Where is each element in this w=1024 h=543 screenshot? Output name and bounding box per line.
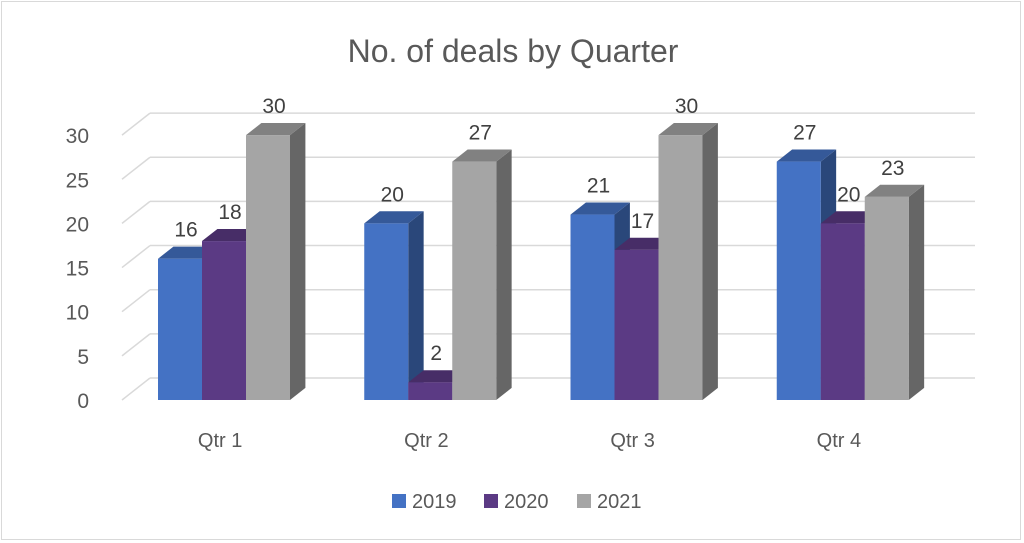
data-label: 17 xyxy=(631,210,654,233)
data-label: 20 xyxy=(837,183,860,206)
legend-label: 2020 xyxy=(504,491,549,513)
bar-2021-3 xyxy=(864,184,925,400)
bar-front xyxy=(202,241,246,400)
bar-top xyxy=(452,149,512,162)
chart-title: No. of deals by Quarter xyxy=(348,33,679,69)
y-tick-label: 10 xyxy=(66,302,89,325)
data-label: 18 xyxy=(218,201,241,224)
y-tick-label: 25 xyxy=(66,169,89,192)
bar-front xyxy=(776,161,821,400)
bar-front xyxy=(864,196,909,400)
x-axis-tick-labels: Qtr 1 Qtr 2 Qtr 3 Qtr 4 xyxy=(198,430,861,452)
bars xyxy=(158,123,925,400)
y-tick-label: 15 xyxy=(66,258,89,281)
bar-2021-2 xyxy=(658,123,718,400)
gridline-depth xyxy=(121,200,151,224)
data-label: 30 xyxy=(262,95,285,118)
bar-front xyxy=(408,382,453,400)
data-label: 2 xyxy=(430,342,442,365)
gridline-depth xyxy=(121,289,151,313)
bar-side xyxy=(496,149,512,400)
data-label: 30 xyxy=(675,95,698,118)
legend-label: 2019 xyxy=(412,491,457,513)
bar-front xyxy=(158,258,202,400)
x-tick-label: Qtr 1 xyxy=(198,430,242,452)
legend-swatch xyxy=(484,494,498,508)
gridline-depth xyxy=(121,244,151,269)
data-label: 27 xyxy=(793,121,816,144)
gridline-depth xyxy=(121,333,151,357)
bar-side xyxy=(408,211,424,400)
legend: 2019 2020 2021 xyxy=(392,491,642,513)
bar-front xyxy=(614,249,659,400)
x-tick-label: Qtr 4 xyxy=(817,430,861,452)
y-axis-tick-labels: 0 5 10 15 20 25 30 xyxy=(66,125,89,413)
bar-top xyxy=(776,149,837,162)
data-label: 27 xyxy=(469,121,492,144)
bar-2021-1 xyxy=(452,149,512,400)
bar-side xyxy=(702,123,718,400)
bar-2021-0 xyxy=(246,123,306,400)
legend-swatch xyxy=(392,494,406,508)
y-tick-label: 0 xyxy=(77,390,89,413)
y-tick-label: 20 xyxy=(66,213,89,236)
x-tick-label: Qtr 2 xyxy=(404,430,448,452)
data-label: 20 xyxy=(381,183,404,206)
bar-side xyxy=(908,184,925,400)
legend-label: 2021 xyxy=(597,491,642,513)
x-tick-label: Qtr 3 xyxy=(610,430,654,452)
legend-item-2021: 2021 xyxy=(577,491,642,513)
bar-top xyxy=(570,202,630,215)
y-tick-label: 5 xyxy=(77,346,89,369)
data-label: 16 xyxy=(174,219,197,242)
bar-front xyxy=(452,161,497,400)
data-label: 23 xyxy=(881,157,904,180)
bar-front xyxy=(658,135,703,400)
bar-front xyxy=(570,214,615,400)
bar-front xyxy=(364,223,409,400)
legend-swatch xyxy=(577,494,591,508)
data-labels: 16 18 30 20 2 27 21 17 30 27 20 23 xyxy=(174,95,904,365)
bar-front xyxy=(820,223,865,400)
y-tick-label: 30 xyxy=(66,125,89,148)
bar-side xyxy=(290,123,306,400)
bar-top xyxy=(864,184,925,197)
bar-top xyxy=(246,123,306,136)
bar-front xyxy=(246,135,290,400)
gridline-depth xyxy=(121,156,151,180)
bar-top xyxy=(658,123,718,136)
gridline-depth xyxy=(121,377,151,401)
data-label: 21 xyxy=(587,174,610,197)
gridline-depth xyxy=(121,112,151,136)
legend-item-2020: 2020 xyxy=(484,491,549,513)
bar-2019-1 xyxy=(364,211,424,400)
bar-top xyxy=(364,211,424,224)
legend-item-2019: 2019 xyxy=(392,491,457,513)
